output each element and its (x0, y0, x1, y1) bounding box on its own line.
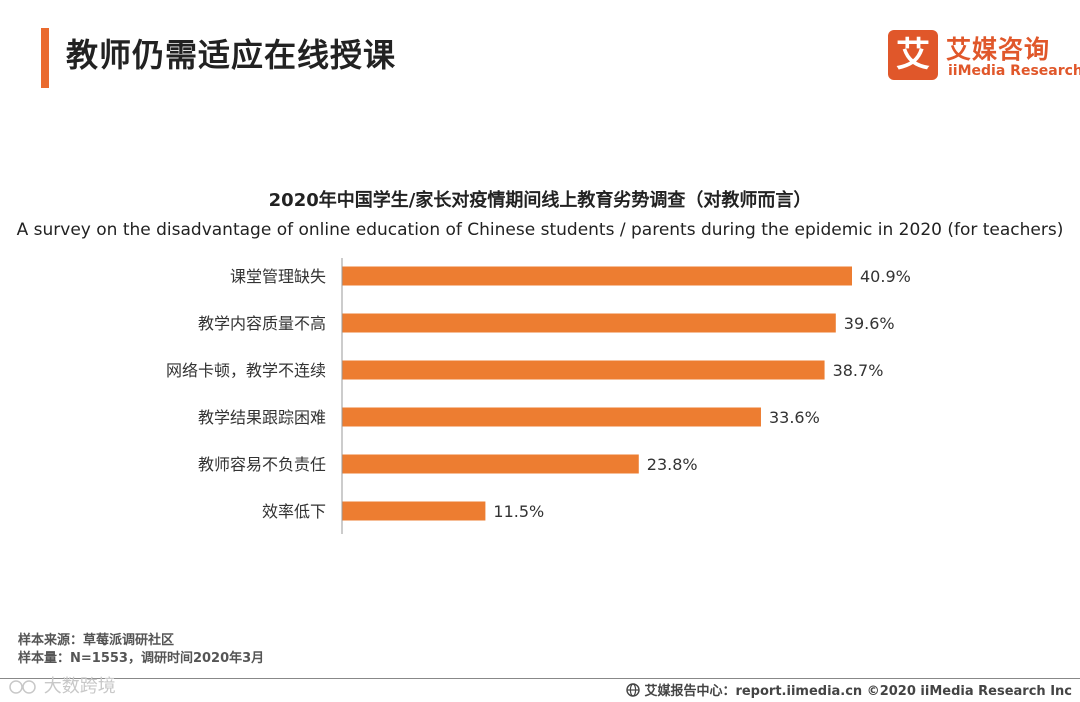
title-accent-bar (41, 28, 49, 88)
bar-2 (342, 313, 836, 333)
value-label-4: 33.6% (769, 408, 820, 427)
value-label-3: 38.7% (833, 361, 884, 380)
category-label-4: 教学结果跟踪困难 (198, 408, 326, 427)
credit-text: 艾媒报告中心：report.iimedia.cn ©2020 iiMedia R… (644, 684, 1072, 699)
bar-1 (342, 266, 852, 286)
source-text: 样本来源：草莓派调研社区 (18, 633, 175, 648)
watermark-logo-icon (9, 680, 36, 694)
category-label-6: 效率低下 (262, 502, 326, 521)
value-label-5: 23.8% (647, 455, 698, 474)
sample-size-text: 样本量：N=1553，调研时间2020年3月 (18, 651, 265, 666)
bar-chart: 课堂管理缺失 40.9% 教学内容质量不高 39.6% 网络卡顿，教学不连续 38.7% 教… (166, 258, 911, 534)
iimedia-logo: 艾 艾媒咨询 iiMedia Research (888, 30, 1080, 82)
globe-icon (626, 683, 640, 697)
bar-6 (342, 501, 486, 521)
value-label-2: 39.6% (844, 314, 895, 333)
category-label-5: 教师容易不负责任 (198, 455, 326, 474)
bar-4 (342, 407, 761, 427)
logo-chinese-name: 艾媒咨询 (946, 35, 1051, 64)
bar-3 (342, 360, 825, 380)
chart-title: 2020年中国学生/家长对疫情期间线上教育劣势调查（对教师而言） (268, 190, 812, 211)
bar-5 (342, 454, 639, 474)
watermark: 大数跨境 (8, 672, 116, 698)
logo-english-name: iiMedia Research (948, 63, 1080, 79)
logo-mark-icon: 艾 (888, 30, 938, 80)
value-label-6: 11.5% (493, 502, 544, 521)
category-label-3: 网络卡顿，教学不连续 (166, 361, 326, 380)
chart-subtitle: A survey on the disadvantage of online e… (16, 220, 1064, 240)
category-label-1: 课堂管理缺失 (230, 267, 326, 286)
category-label-2: 教学内容质量不高 (198, 314, 326, 333)
footer-source: 样本来源：草莓派调研社区 样本量：N=1553，调研时间2020年3月 (18, 632, 264, 668)
watermark-text: 大数跨境 (43, 676, 116, 697)
footer-divider (0, 678, 1080, 679)
page-title: 教师仍需适应在线授课 (66, 36, 397, 74)
footer-credit: 艾媒报告中心：report.iimedia.cn ©2020 iiMedia R… (626, 680, 1072, 699)
value-label-1: 40.9% (860, 267, 911, 286)
